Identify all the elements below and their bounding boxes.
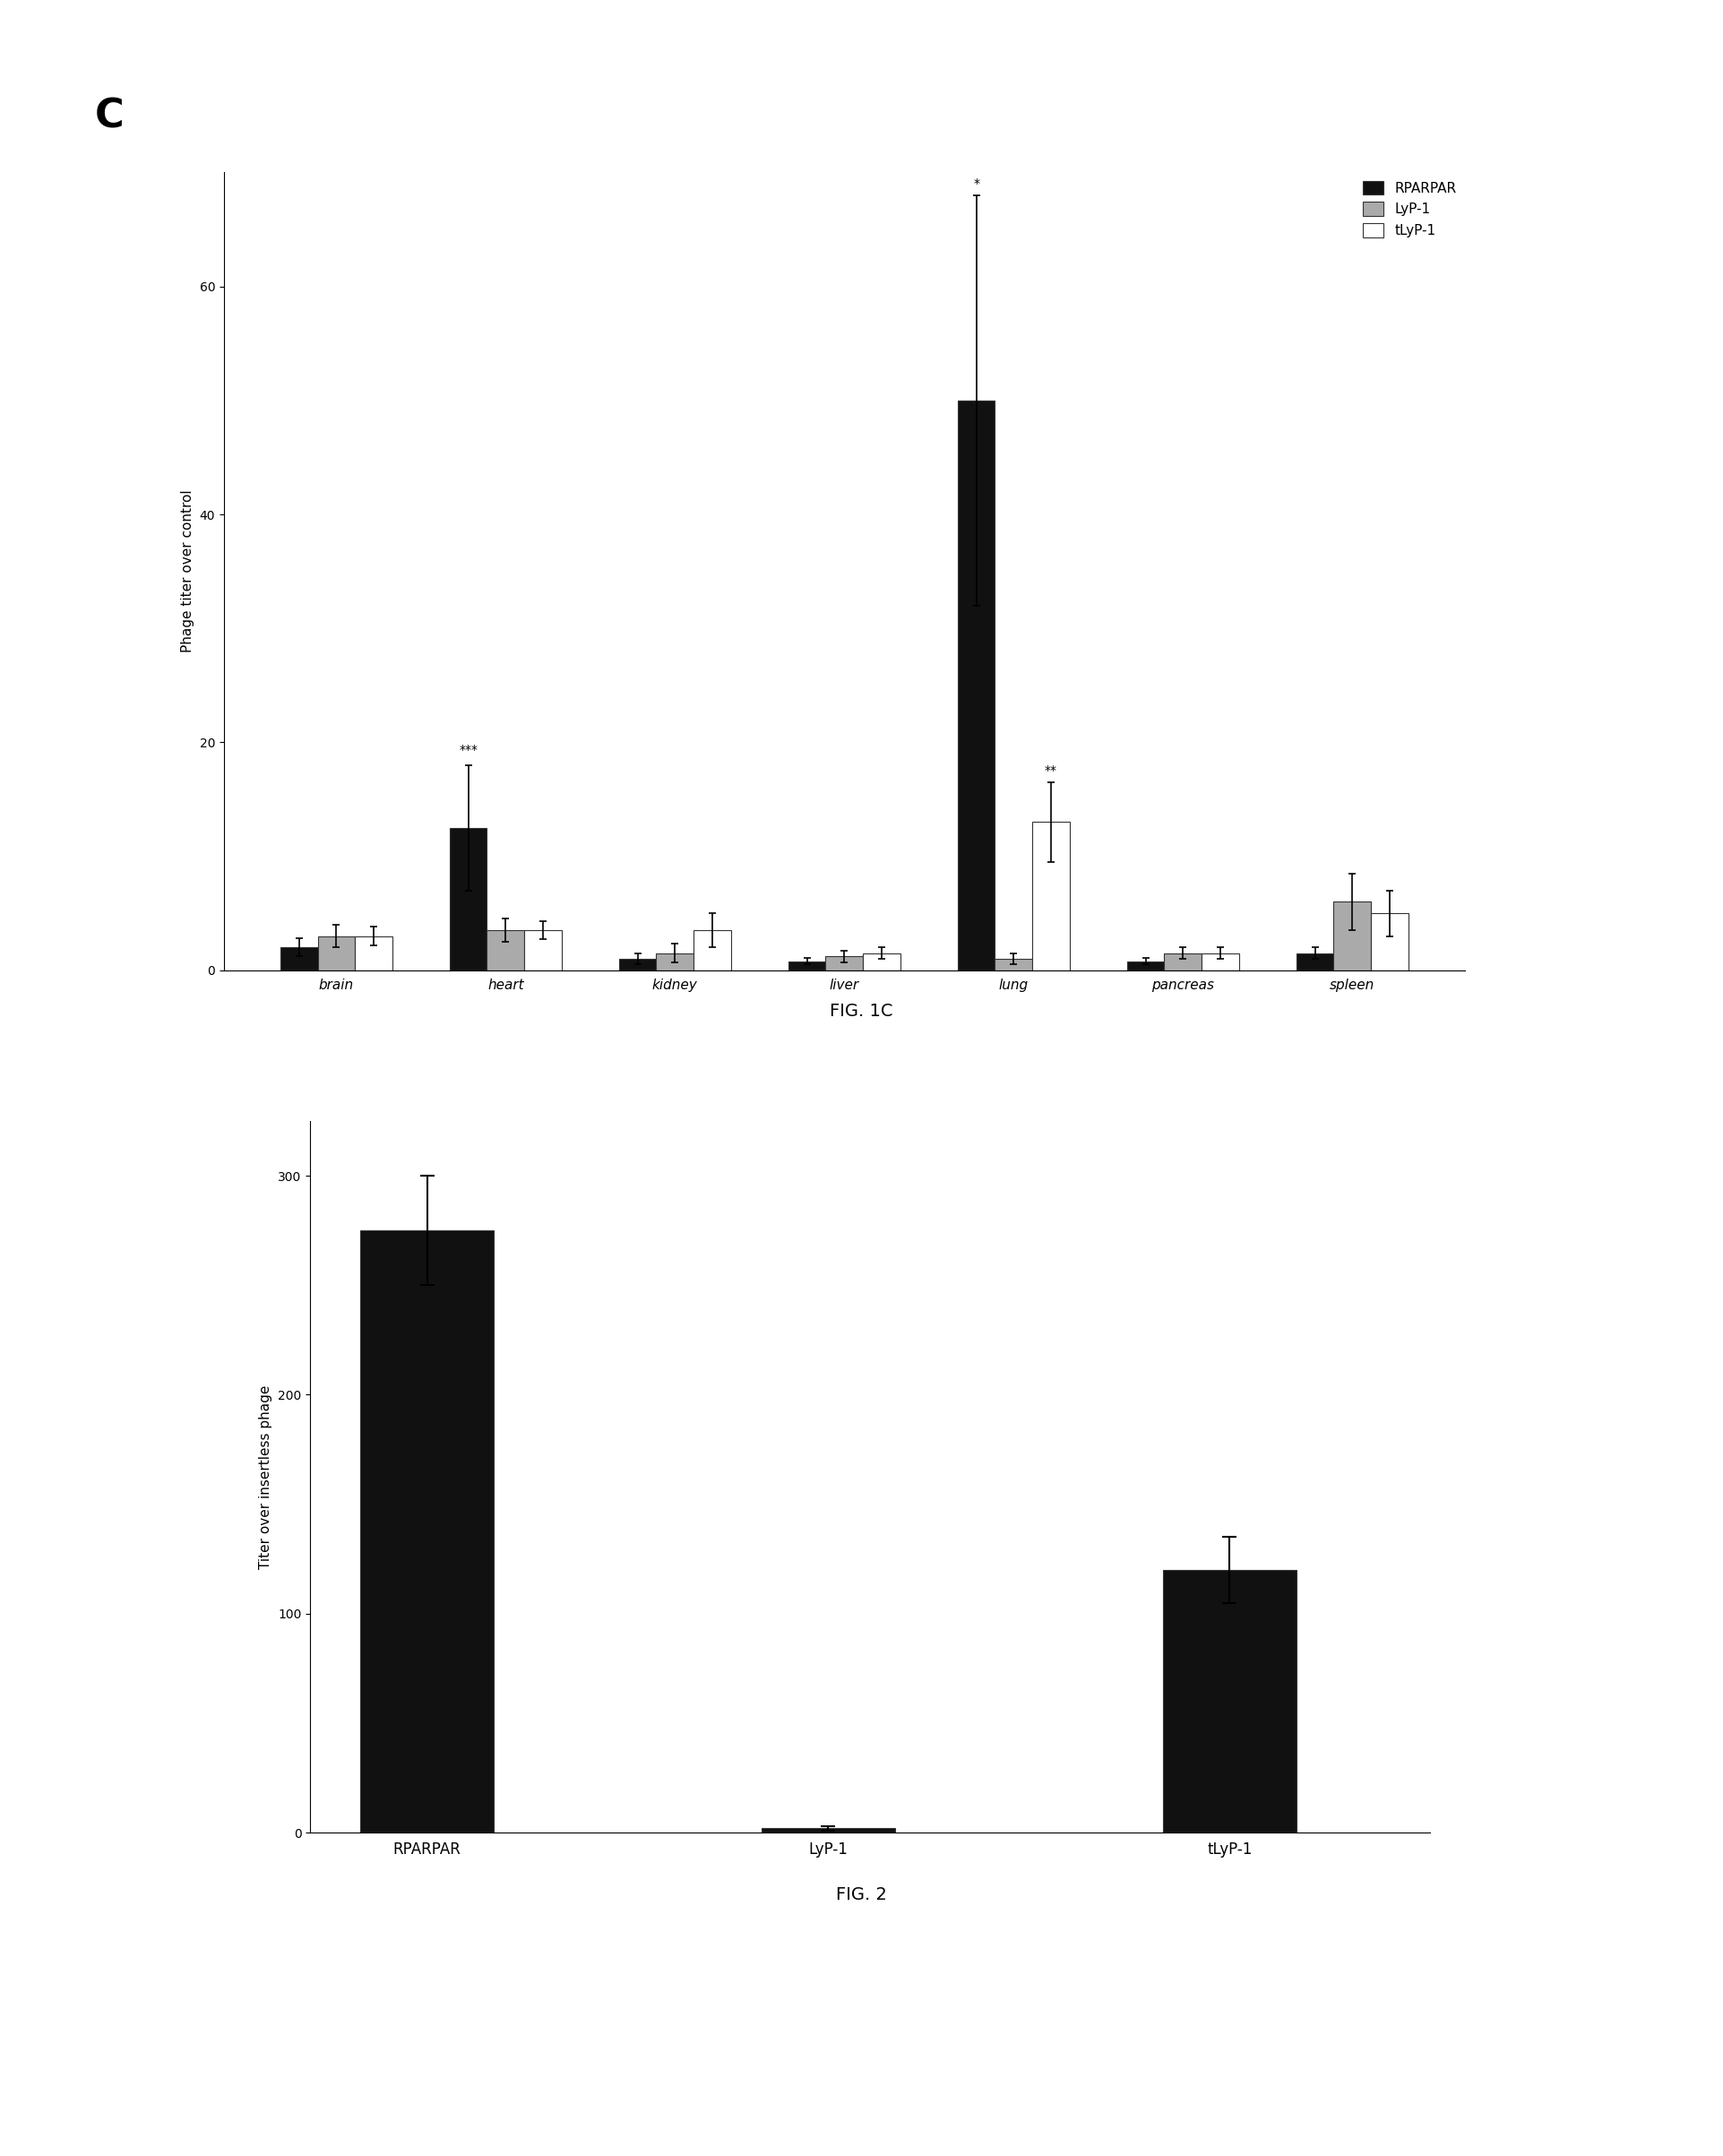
Bar <box>281 946 317 970</box>
Bar <box>355 936 393 970</box>
Bar <box>619 959 656 970</box>
Bar <box>1372 914 1408 970</box>
Bar <box>317 936 355 970</box>
Text: FIG. 1C: FIG. 1C <box>830 1003 893 1020</box>
Bar <box>1163 1570 1296 1833</box>
Bar <box>694 929 731 970</box>
Y-axis label: Titer over insertless phage: Titer over insertless phage <box>260 1384 272 1570</box>
Bar <box>1165 953 1201 970</box>
Bar <box>488 929 524 970</box>
Bar <box>1127 962 1165 970</box>
Bar <box>1201 953 1239 970</box>
Bar <box>863 953 899 970</box>
Text: **: ** <box>1044 763 1058 776</box>
Bar <box>825 957 863 970</box>
Y-axis label: Phage titer over control: Phage titer over control <box>181 489 195 653</box>
Bar <box>789 962 825 970</box>
Text: C: C <box>95 97 124 136</box>
Bar <box>994 959 1032 970</box>
Bar <box>656 953 694 970</box>
Bar <box>1032 821 1070 970</box>
Bar <box>360 1231 495 1833</box>
Bar <box>1334 901 1372 970</box>
Legend: RPARPAR, LyP-1, tLyP-1: RPARPAR, LyP-1, tLyP-1 <box>1358 175 1461 244</box>
Bar <box>762 1828 896 1833</box>
Bar <box>958 401 994 970</box>
Bar <box>450 828 488 970</box>
Text: FIG. 2: FIG. 2 <box>836 1886 887 1904</box>
Text: ***: *** <box>458 744 477 757</box>
Text: *: * <box>973 177 979 190</box>
Bar <box>1296 953 1334 970</box>
Bar <box>524 929 562 970</box>
